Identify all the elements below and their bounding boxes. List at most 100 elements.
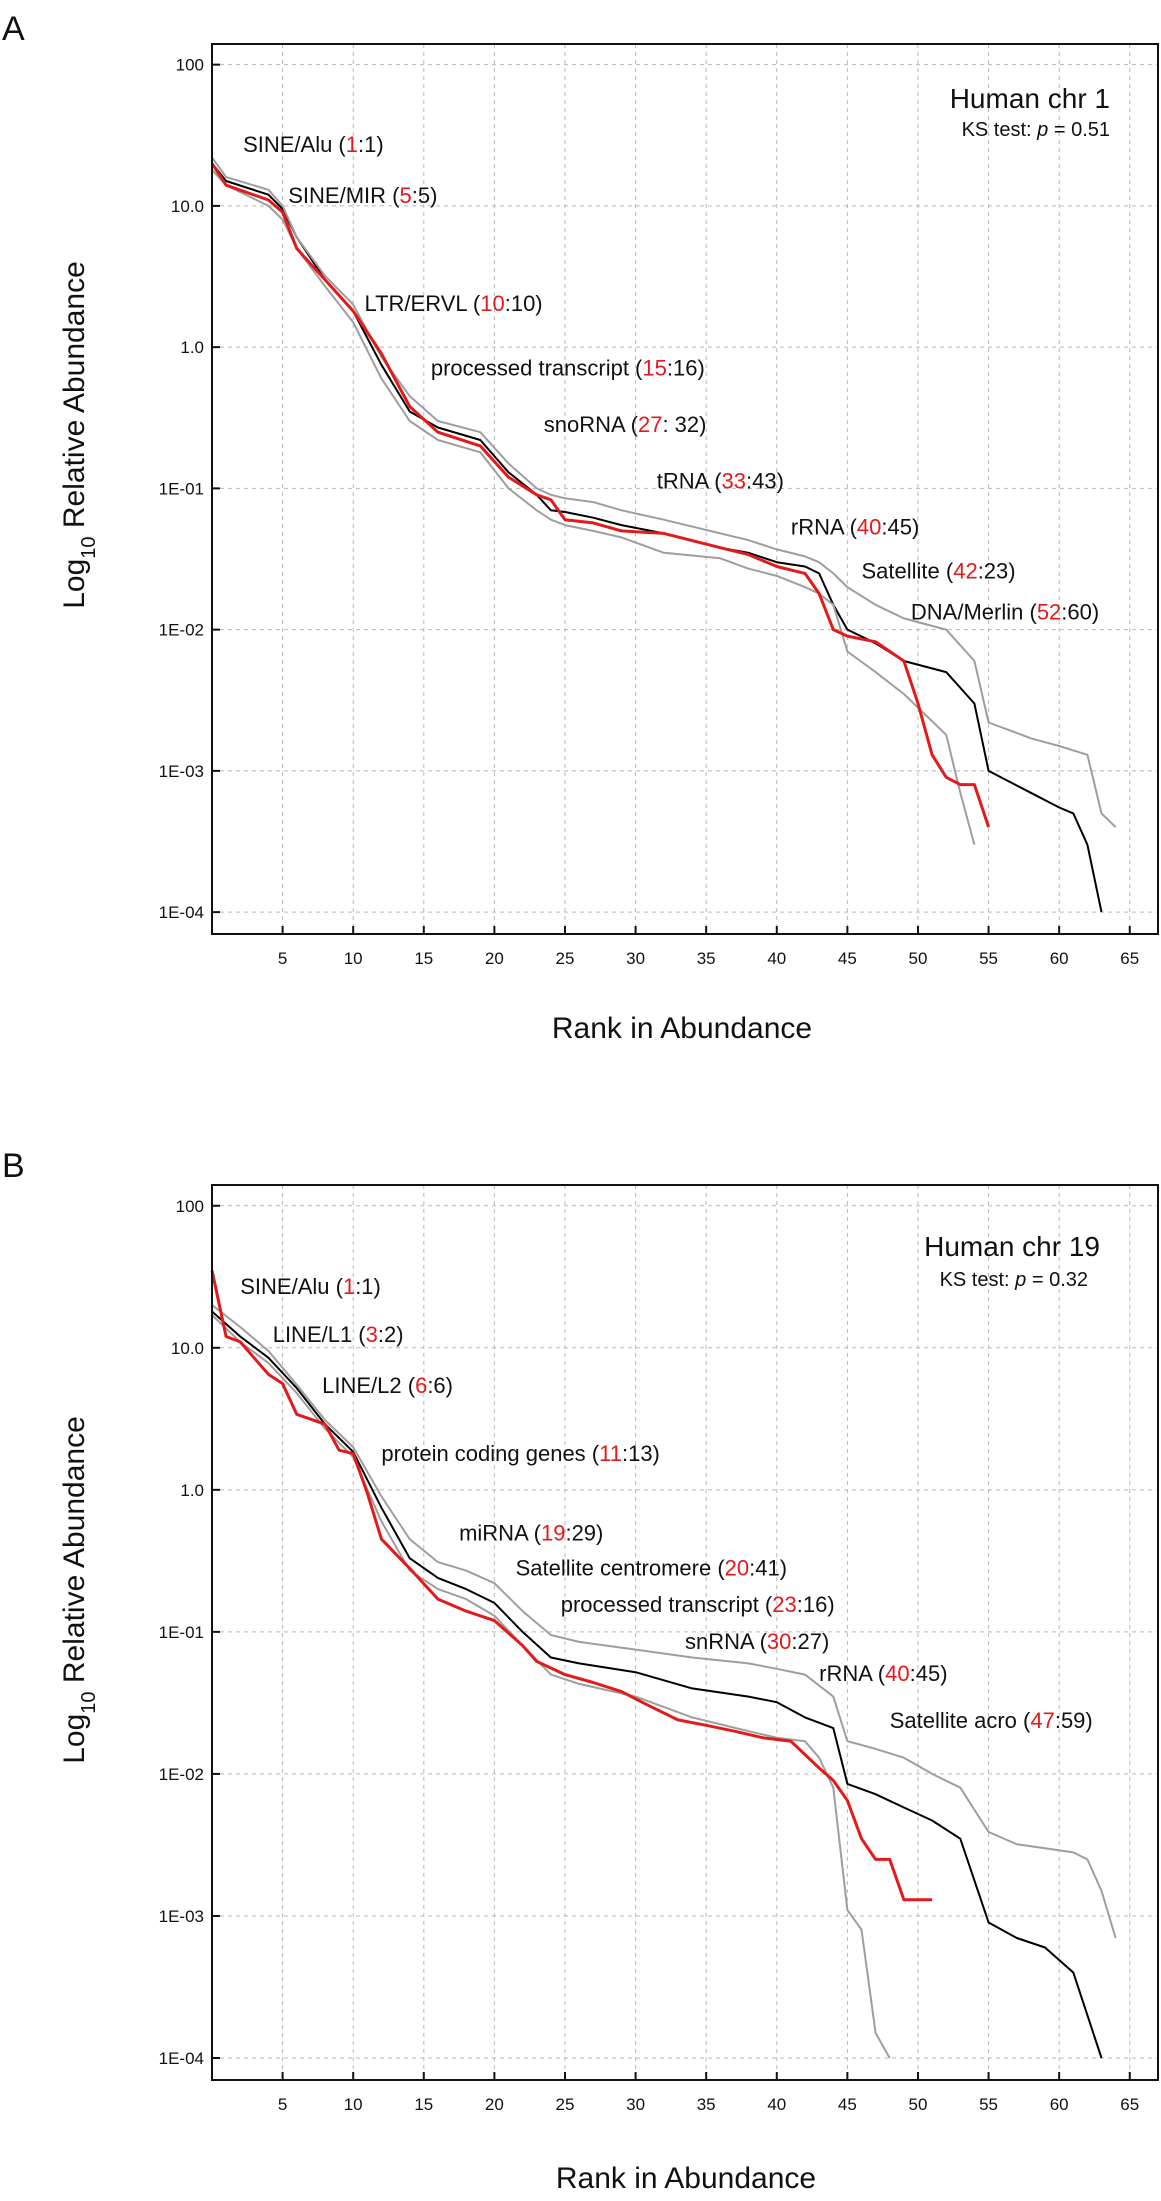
y-label-sub: 10 xyxy=(78,1691,100,1713)
annotation-rank: 5 xyxy=(399,183,411,208)
x-tick-label: 60 xyxy=(1050,2095,1069,2114)
annotation-text: snoRNA ( xyxy=(544,412,639,437)
annotation-rank: 30 xyxy=(767,1629,791,1654)
annotation-label: tRNA (33:43) xyxy=(657,468,784,493)
annotation-label: rRNA (40:45) xyxy=(819,1661,947,1686)
y-tick-label: 1E-04 xyxy=(159,903,204,922)
chart-title: Human chr 1 xyxy=(950,83,1110,114)
x-tick-label: 50 xyxy=(909,2095,928,2114)
x-tick-label: 10 xyxy=(344,2095,363,2114)
series-line-gray xyxy=(211,156,1117,828)
series-group xyxy=(210,156,1117,913)
annotation-text: :29) xyxy=(565,1520,603,1545)
annotation-text: SINE/Alu ( xyxy=(240,1274,343,1299)
ks-var: p xyxy=(1036,119,1048,141)
ks-value: = 0.51 xyxy=(1048,119,1110,141)
annotation-label: LINE/L1 (3:2) xyxy=(273,1322,404,1347)
y-tick-label: 100 xyxy=(176,56,204,75)
annotation-label: processed transcript (23:16) xyxy=(561,1592,835,1617)
annotation-label: snRNA (30:27) xyxy=(685,1629,829,1654)
annotation-text: Satellite centromere ( xyxy=(516,1555,726,1580)
x-tick-label: 55 xyxy=(979,2095,998,2114)
annotation-label: processed transcript (15:16) xyxy=(431,355,705,380)
x-tick-label: 65 xyxy=(1120,2095,1139,2114)
annotation-label: Satellite centromere (20:41) xyxy=(516,1555,788,1580)
annotation-rank: 40 xyxy=(857,515,881,540)
x-tick-label: 20 xyxy=(485,949,504,968)
annotation-text: LTR/ERVL ( xyxy=(364,291,480,316)
x-tick-label: 15 xyxy=(414,949,433,968)
ks-test-label: KS test: p = 0.51 xyxy=(962,119,1110,141)
y-tick-label: 100 xyxy=(176,1197,204,1216)
y-label-suffix: Relative Abundance xyxy=(58,1416,91,1691)
annotation-text: :27) xyxy=(791,1629,829,1654)
y-label-sub: 10 xyxy=(78,536,100,558)
x-tick-label: 10 xyxy=(344,949,363,968)
annotation-rank: 27 xyxy=(638,412,662,437)
series-line-gray xyxy=(211,1304,1117,1939)
annotation-text: :13) xyxy=(622,1441,660,1466)
y-tick-label: 1E-01 xyxy=(159,479,204,498)
annotation-text: :10) xyxy=(505,291,543,316)
annotation-rank: 47 xyxy=(1030,1708,1054,1733)
ks-prefix: KS test: xyxy=(940,1269,1016,1291)
x-tick-label: 50 xyxy=(909,949,928,968)
plot-frame xyxy=(211,1184,1159,2081)
annotation-rank: 33 xyxy=(722,468,746,493)
annotation-text: :1) xyxy=(355,1274,381,1299)
annotation-text: :59) xyxy=(1055,1708,1093,1733)
annotation-text: :23) xyxy=(978,559,1016,584)
annotation-text: :16) xyxy=(667,355,705,380)
annotation-text: :2) xyxy=(378,1322,404,1347)
y-axis-label: Log10 Relative Abundance xyxy=(58,261,100,609)
series-group xyxy=(210,1270,1117,2059)
x-tick-label: 40 xyxy=(767,2095,786,2114)
annotation-text: protein coding genes ( xyxy=(381,1441,599,1466)
ks-test-label: KS test: p = 0.32 xyxy=(940,1269,1088,1291)
x-tick-label: 5 xyxy=(278,949,287,968)
annotation-text: DNA/Merlin ( xyxy=(911,599,1038,624)
panel-label: A xyxy=(2,10,25,48)
x-tick-label: 60 xyxy=(1050,949,1069,968)
annotation-text: :41) xyxy=(749,1555,787,1580)
y-tick-label: 10.0 xyxy=(171,1339,204,1358)
y-tick-label: 1E-03 xyxy=(159,762,204,781)
grid xyxy=(212,44,1158,934)
annotation-label: Satellite acro (47:59) xyxy=(890,1708,1093,1733)
x-tick-label: 25 xyxy=(556,2095,575,2114)
annotation-text: :45) xyxy=(910,1661,948,1686)
ks-var: p xyxy=(1014,1269,1026,1291)
y-label-suffix: Relative Abundance xyxy=(58,261,91,536)
annotation-rank: 1 xyxy=(346,132,358,157)
annotation-text: rRNA ( xyxy=(819,1661,886,1686)
x-axis-label: Rank in Abundance xyxy=(556,2162,816,2195)
annotation-rank: 6 xyxy=(415,1373,427,1398)
x-tick-label: 30 xyxy=(626,949,645,968)
y-axis-label: Log10 Relative Abundance xyxy=(58,1416,100,1764)
annotation-text: processed transcript ( xyxy=(431,355,643,380)
annotation-text: :43) xyxy=(746,468,784,493)
y-label-prefix: Log xyxy=(58,1714,91,1764)
x-tick-label: 5 xyxy=(278,2095,287,2114)
annotation-text: SINE/Alu ( xyxy=(243,132,346,157)
x-tick-label: 35 xyxy=(697,949,716,968)
annotation-text: rRNA ( xyxy=(791,515,858,540)
ks-value: = 0.32 xyxy=(1026,1269,1088,1291)
annotation-text: LINE/L1 ( xyxy=(273,1322,367,1347)
x-tick-label: 35 xyxy=(697,2095,716,2114)
grid xyxy=(212,1185,1158,2080)
y-tick-label: 1E-01 xyxy=(159,1623,204,1642)
annotation-text: tRNA ( xyxy=(657,468,722,493)
x-tick-label: 65 xyxy=(1120,949,1139,968)
x-tick-label: 30 xyxy=(626,2095,645,2114)
x-tick-label: 45 xyxy=(838,949,857,968)
series-line-black xyxy=(211,1310,1103,2059)
annotation-text: :16) xyxy=(797,1592,835,1617)
series-line-gray xyxy=(211,169,976,845)
annotations: SINE/Alu (1:1) SINE/MIR (5:5) LTR/ERVL (10… xyxy=(243,132,1099,624)
annotation-label: LTR/ERVL (10:10) xyxy=(364,291,542,316)
